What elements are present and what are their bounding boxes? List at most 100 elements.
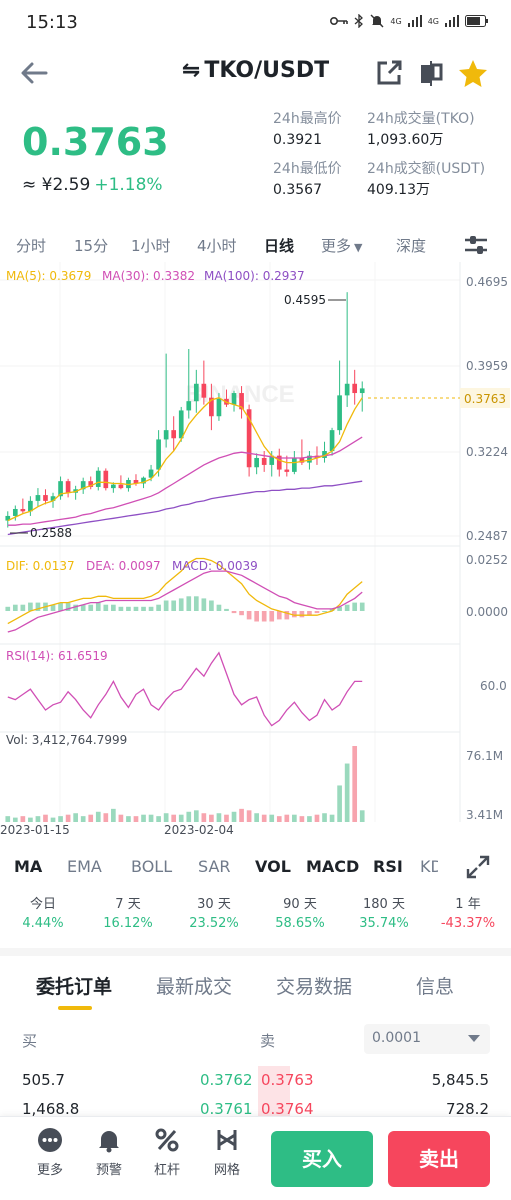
ask-qty: 5,845.5 — [431, 1071, 489, 1089]
candle-body — [12, 508, 18, 516]
indicator-ema[interactable]: EMA — [67, 857, 102, 876]
bid-price: 0.3761 — [200, 1100, 253, 1118]
alert-button[interactable]: 预警 — [89, 1127, 129, 1178]
volume-bar — [322, 813, 327, 822]
kline-chart[interactable]: BINANCE MA(5): 0.3679 MA(30): 0.3382 MA(… — [0, 262, 511, 842]
interval-tab[interactable]: 4小时 — [197, 237, 237, 255]
macd-bar — [299, 611, 305, 618]
vol-base-label: 24h成交量(TKO) — [367, 111, 475, 127]
volume-bar — [58, 816, 63, 822]
candle-body — [231, 393, 237, 405]
bid-qty: 1,468.8 — [22, 1100, 80, 1118]
ma30-line — [7, 436, 363, 526]
interval-tab[interactable]: 15分 — [74, 237, 109, 255]
volume-bar — [171, 814, 177, 822]
fiat-price: ≈ ¥2.59 — [22, 175, 91, 195]
macd-bar — [141, 606, 146, 611]
interval-tab-active[interactable]: 日线 — [264, 237, 295, 255]
status-time: 15:13 — [26, 12, 78, 33]
macd-bar — [12, 604, 18, 611]
fullscreen-expand-icon[interactable] — [465, 854, 491, 880]
macd-bar — [284, 611, 290, 620]
candle-body — [148, 469, 154, 478]
price-tick: 0.3224 — [466, 445, 508, 459]
candle-body — [5, 515, 11, 521]
percent-icon — [155, 1128, 179, 1152]
perf-1y: 1 年 -43.37% — [428, 896, 508, 934]
perf-value: 58.65% — [275, 916, 325, 931]
ask-depth-bar — [258, 1066, 290, 1096]
tab-info[interactable]: 信息 — [416, 976, 455, 998]
volume-tick: 76.1M — [466, 749, 503, 763]
macd-bar — [276, 611, 282, 620]
back-arrow-icon[interactable] — [18, 58, 50, 88]
pair-selector[interactable]: ⇋ TKO/USDT — [0, 58, 511, 83]
candle-body — [58, 481, 63, 497]
precision-value: 0.0001 — [372, 1030, 421, 1046]
indicator-vol[interactable]: VOL — [255, 857, 291, 876]
indicator-sar[interactable]: SAR — [198, 857, 231, 876]
favorite-star-icon[interactable] — [458, 58, 488, 88]
macd-bar — [171, 600, 177, 611]
tab-trading-data[interactable]: 交易数据 — [276, 976, 353, 998]
more-button[interactable]: 更多 — [30, 1127, 70, 1178]
volume-bar — [284, 814, 290, 822]
grid-button[interactable]: 网格 — [207, 1127, 247, 1178]
volume-bar — [329, 814, 335, 822]
indicator-ma[interactable]: MA — [14, 857, 43, 876]
sell-button[interactable]: 卖出 — [388, 1131, 490, 1187]
perf-30d: 30 天 23.52% — [174, 896, 254, 934]
candle-body — [88, 481, 94, 487]
chart-settings-icon[interactable] — [463, 232, 489, 258]
more-dots-icon — [38, 1128, 62, 1152]
indicator-boll[interactable]: BOLL — [131, 857, 173, 876]
share-icon[interactable] — [374, 58, 404, 88]
indicator-macd[interactable]: MACD — [306, 857, 360, 876]
compare-icon[interactable] — [416, 58, 446, 88]
buy-button[interactable]: 买入 — [271, 1131, 373, 1187]
active-tab-indicator — [58, 1006, 92, 1010]
kline-svg[interactable]: BINANCE MA(5): 0.3679 MA(30): 0.3382 MA(… — [0, 262, 511, 842]
candle-body — [246, 409, 252, 468]
candle-body — [292, 457, 297, 472]
chevron-down-icon: ▼ — [354, 241, 363, 254]
orderbook-row[interactable]: 505.7 0.3762 0.3763 5,845.5 — [0, 1066, 511, 1096]
candle-body — [261, 457, 267, 465]
interval-tab[interactable]: 分时 — [16, 237, 47, 255]
macd-bar — [118, 606, 124, 611]
performance-row: 今日 4.44% 7 天 16.12% 30 天 23.52% 90 天 58.… — [0, 896, 511, 940]
candle-body — [276, 455, 282, 470]
macd-bar — [261, 611, 267, 622]
candle-body — [103, 470, 109, 489]
candle-body — [133, 480, 139, 484]
candle-body — [239, 393, 244, 410]
orderbook-header: 买 卖 0.0001 — [0, 1024, 511, 1056]
interval-more[interactable]: 更多 ▼ — [321, 235, 362, 256]
indicator-kd[interactable]: KD — [420, 857, 438, 876]
mute-bell-icon — [370, 14, 384, 28]
bid-price: 0.3762 — [200, 1071, 253, 1089]
volume-bar — [224, 814, 229, 822]
macd-bar — [178, 598, 184, 611]
market-tabs: 委托订单 最新成交 交易数据 信息 — [0, 962, 511, 1012]
tab-trades[interactable]: 最新成交 — [156, 976, 233, 998]
volume-bar — [359, 810, 365, 822]
orderbook-row[interactable]: 1,468.8 0.3761 0.3764 728.2 — [0, 1095, 511, 1125]
tab-orders[interactable]: 委托订单 — [36, 976, 113, 998]
leverage-button[interactable]: 杠杆 — [147, 1127, 187, 1178]
ma5-line — [7, 396, 363, 522]
indicator-rsi[interactable]: RSI — [373, 857, 403, 876]
caret-down-icon — [468, 1035, 480, 1042]
perf-90d: 90 天 58.65% — [260, 896, 340, 934]
interval-tab[interactable]: 1小时 — [131, 237, 171, 255]
perf-label: 1 年 — [455, 897, 481, 912]
volume-bar — [269, 814, 275, 822]
candle-body — [359, 388, 365, 394]
precision-select[interactable]: 0.0001 — [364, 1024, 490, 1054]
macd-bar — [359, 602, 365, 611]
macd-bar — [103, 604, 109, 611]
candle-body — [329, 430, 335, 452]
volume-bar — [344, 763, 350, 822]
macd-bar — [201, 598, 207, 611]
depth-tab[interactable]: 深度 — [396, 237, 427, 255]
